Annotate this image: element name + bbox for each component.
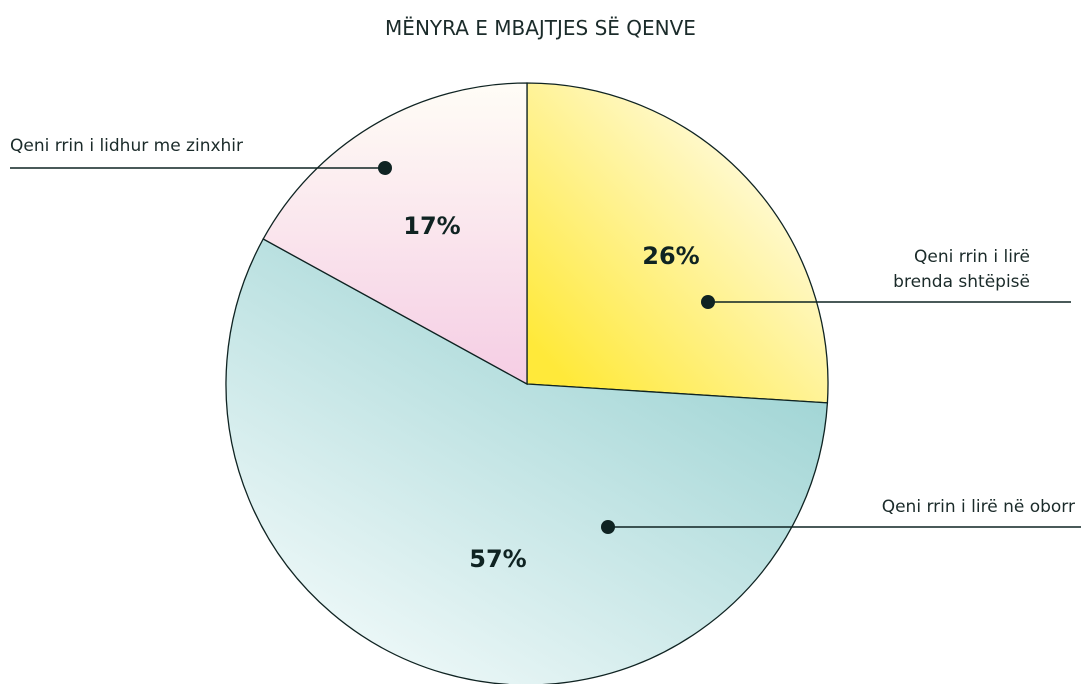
value-label: 57% [469, 545, 526, 573]
pie-slice [262, 82, 528, 386]
pie-slice [225, 238, 829, 684]
leader-dot [378, 161, 392, 175]
leader-dot [701, 295, 715, 309]
leader-dot [601, 520, 615, 534]
chart-title: MËNYRA E MBAJTJES SË QENVE [385, 16, 696, 40]
value-label: 26% [642, 242, 699, 270]
pie-slice [526, 82, 829, 404]
legend-label: Qeni rrin i lidhur me zinxhir [10, 136, 244, 156]
value-label: 17% [403, 212, 460, 240]
legend-label: Qeni rrin i lirë brenda shtëpisë [893, 247, 1030, 292]
legend-label: Qeni rrin i lirë në oborr [881, 497, 1075, 517]
